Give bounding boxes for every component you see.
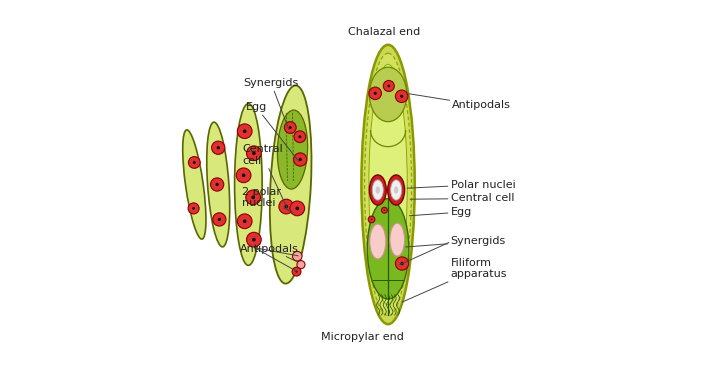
Ellipse shape: [236, 168, 251, 183]
Ellipse shape: [296, 270, 298, 273]
Text: Egg: Egg: [246, 102, 298, 161]
Ellipse shape: [369, 87, 381, 100]
Ellipse shape: [368, 216, 375, 223]
Ellipse shape: [247, 146, 261, 161]
Ellipse shape: [247, 232, 261, 247]
Ellipse shape: [388, 175, 404, 205]
Ellipse shape: [188, 156, 200, 168]
Ellipse shape: [218, 218, 221, 221]
Text: Antipodals: Antipodals: [409, 94, 511, 110]
Text: Polar nuclei: Polar nuclei: [407, 179, 516, 190]
Ellipse shape: [293, 153, 307, 166]
Text: Antipodals: Antipodals: [240, 244, 298, 262]
Ellipse shape: [284, 122, 296, 134]
Ellipse shape: [381, 207, 387, 213]
Ellipse shape: [394, 186, 399, 194]
Ellipse shape: [243, 130, 247, 133]
Ellipse shape: [390, 223, 404, 256]
Text: Synergids: Synergids: [244, 78, 298, 130]
Ellipse shape: [237, 124, 252, 138]
Ellipse shape: [292, 267, 301, 276]
Ellipse shape: [369, 67, 407, 122]
Ellipse shape: [216, 146, 220, 149]
Text: Filiform
apparatus: Filiform apparatus: [402, 258, 507, 302]
Ellipse shape: [182, 130, 206, 239]
Text: Micropylar end: Micropylar end: [321, 332, 404, 342]
Ellipse shape: [387, 85, 390, 87]
Text: Central cell: Central cell: [410, 193, 514, 203]
Text: Synergids: Synergids: [406, 237, 506, 247]
Ellipse shape: [246, 190, 260, 205]
Text: 2 polar
nuclei: 2 polar nuclei: [242, 187, 293, 212]
Ellipse shape: [395, 257, 409, 270]
Ellipse shape: [373, 92, 377, 95]
Ellipse shape: [395, 90, 408, 103]
Ellipse shape: [193, 207, 195, 210]
Ellipse shape: [391, 180, 402, 200]
Ellipse shape: [369, 175, 386, 205]
Ellipse shape: [242, 173, 245, 177]
Ellipse shape: [213, 213, 226, 226]
Ellipse shape: [298, 135, 301, 138]
Ellipse shape: [211, 178, 224, 191]
Ellipse shape: [361, 45, 415, 324]
Ellipse shape: [207, 122, 230, 247]
Ellipse shape: [252, 151, 256, 155]
Ellipse shape: [367, 199, 409, 299]
Ellipse shape: [252, 238, 256, 241]
Ellipse shape: [270, 85, 311, 284]
Ellipse shape: [237, 214, 252, 229]
Text: Central
cell: Central cell: [242, 144, 287, 208]
Ellipse shape: [365, 53, 412, 316]
Ellipse shape: [252, 196, 255, 199]
Ellipse shape: [279, 199, 293, 214]
Ellipse shape: [384, 210, 385, 211]
Ellipse shape: [376, 186, 380, 194]
Ellipse shape: [243, 220, 247, 223]
Ellipse shape: [193, 161, 196, 164]
Ellipse shape: [369, 64, 407, 305]
Text: Chalazal end: Chalazal end: [348, 27, 420, 37]
Ellipse shape: [290, 201, 305, 216]
Ellipse shape: [278, 110, 308, 189]
Ellipse shape: [372, 180, 384, 200]
Ellipse shape: [298, 158, 302, 161]
Ellipse shape: [371, 218, 372, 220]
Text: Egg: Egg: [410, 207, 472, 217]
Ellipse shape: [400, 262, 404, 265]
Ellipse shape: [370, 224, 386, 259]
Ellipse shape: [284, 205, 288, 208]
Ellipse shape: [289, 126, 292, 129]
Ellipse shape: [297, 261, 305, 269]
Ellipse shape: [384, 80, 394, 92]
Ellipse shape: [188, 203, 199, 214]
Ellipse shape: [293, 251, 302, 261]
Ellipse shape: [212, 141, 225, 154]
Ellipse shape: [216, 183, 218, 186]
Ellipse shape: [400, 95, 403, 98]
Ellipse shape: [294, 131, 306, 142]
Ellipse shape: [296, 207, 299, 210]
Ellipse shape: [234, 104, 262, 265]
